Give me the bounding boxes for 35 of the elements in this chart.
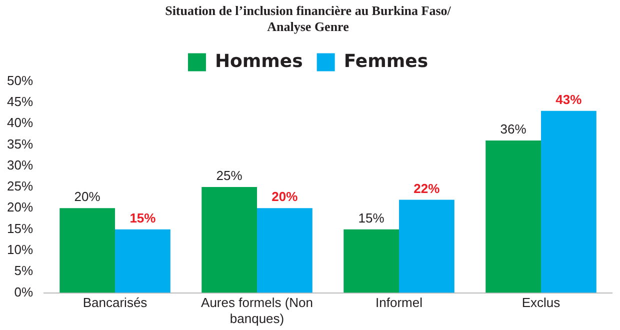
legend-label: Femmes <box>344 50 428 72</box>
x-tick-label: Informel <box>376 295 423 310</box>
bar <box>60 208 116 293</box>
bar <box>115 229 170 293</box>
x-tick-label: Exclus <box>522 295 561 310</box>
data-label: 43% <box>556 92 582 107</box>
y-tick-label: 0% <box>14 284 34 300</box>
data-label: 20% <box>272 189 298 204</box>
y-tick-label: 35% <box>6 136 34 152</box>
data-label: 22% <box>414 180 440 196</box>
y-tick-label: 40% <box>6 115 34 130</box>
data-label: 15% <box>130 210 156 226</box>
x-tick-label: Bancarisés <box>82 295 148 310</box>
bar <box>257 208 312 293</box>
text: Situation de l’inclusion financière au Burkina Faso/ <box>165 3 451 18</box>
data-label: 15% <box>358 210 385 226</box>
legend-label: Hommes <box>214 50 303 72</box>
y-tick-label: 45% <box>6 94 34 109</box>
bar <box>344 229 400 293</box>
data-label: 25% <box>216 168 243 184</box>
y-tick-label: 5% <box>14 263 34 278</box>
y-tick-label: 20% <box>6 200 34 215</box>
data-label: 20% <box>74 189 101 204</box>
bar <box>399 200 454 293</box>
bar <box>541 110 596 293</box>
y-tick-label: 30% <box>6 157 34 172</box>
y-tick-label: 10% <box>6 242 34 258</box>
y-tick-label: 15% <box>6 220 34 236</box>
data-label: 36% <box>500 122 527 137</box>
y-tick-label: 25% <box>6 178 34 194</box>
bar <box>202 187 258 293</box>
y-tick-label: 50% <box>6 72 34 88</box>
text: Analyse Genre <box>267 18 349 34</box>
bar <box>486 140 542 293</box>
x-tick-label: Aures formels (Non banques) <box>201 295 314 326</box>
